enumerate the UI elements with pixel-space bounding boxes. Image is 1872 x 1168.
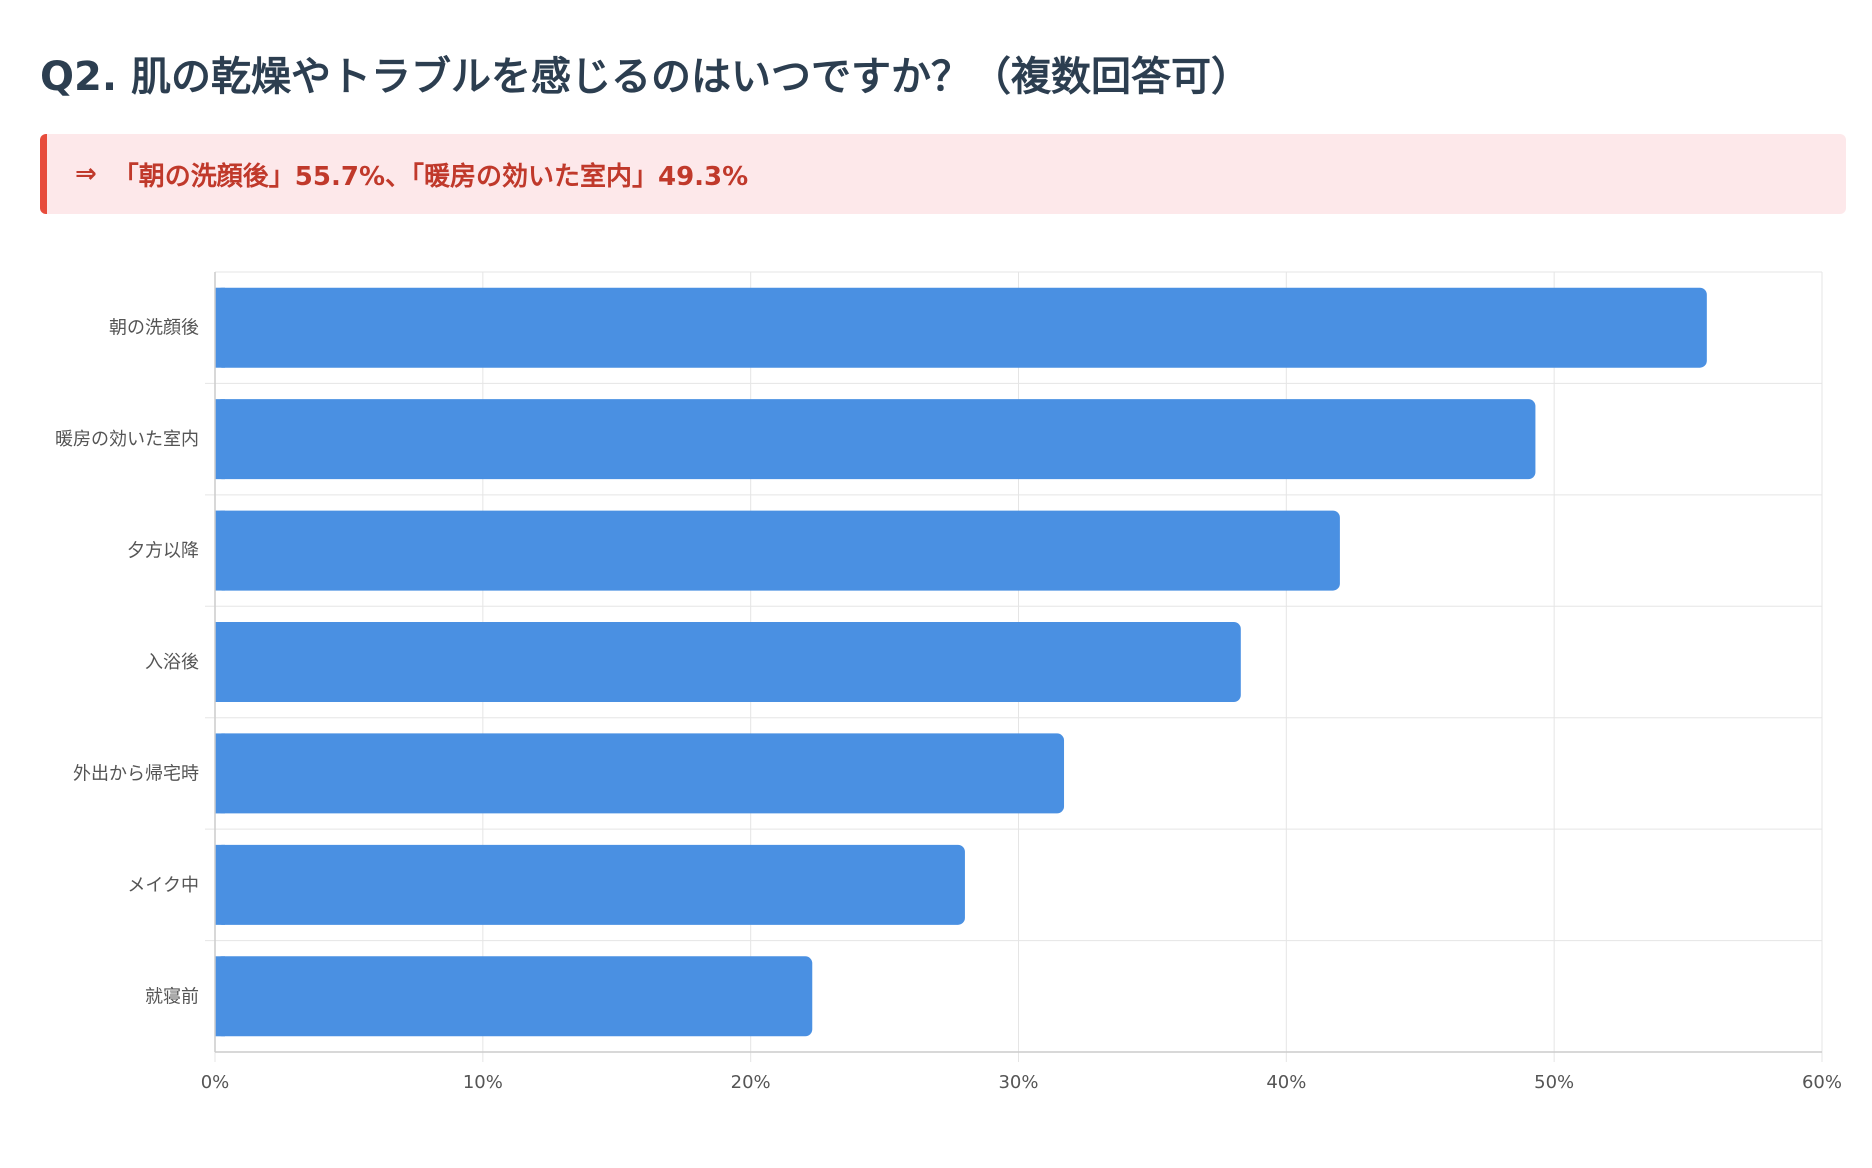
- category-label: 朝の洗顔後: [109, 318, 199, 339]
- axis-layer: 0% 10% 20% 30% 40% 50% 60% 朝の洗顔後暖房の効いた室内夕方以降入浴後…: [55, 272, 1842, 1093]
- bar: [215, 287, 1707, 368]
- x-tick-label: 20%: [731, 1072, 771, 1093]
- category-label: メイク中: [127, 875, 199, 896]
- bar-base: [215, 510, 225, 591]
- highlight-callout: ⇒ 「朝の洗顔後」55.7%、「暖房の効いた室内」49.3%: [40, 134, 1846, 214]
- callout-text: 「朝の洗顔後」55.7%、「暖房の効いた室内」49.3%: [112, 161, 749, 192]
- bar-base: [215, 287, 225, 368]
- x-tick-label: 0%: [201, 1072, 230, 1093]
- bar-base: [215, 399, 225, 480]
- bar: [215, 733, 1065, 814]
- arrow-icon: ⇒: [75, 159, 97, 189]
- bar-base: [215, 733, 225, 814]
- x-tick-label: 30%: [998, 1072, 1038, 1093]
- bar-base: [215, 956, 225, 1037]
- category-label: 入浴後: [145, 652, 199, 673]
- category-label: 就寝前: [145, 986, 199, 1007]
- bar-layer: [215, 287, 1707, 1037]
- bar-base: [215, 622, 225, 702]
- x-tick-label: 10%: [463, 1072, 503, 1093]
- bar: [215, 399, 1536, 480]
- x-tick-label: 40%: [1266, 1072, 1306, 1093]
- category-label: 夕方以降: [127, 541, 199, 562]
- bar: [215, 622, 1241, 702]
- page-title: Q2. 肌の乾燥やトラブルを感じるのはいつですか？（複数回答可）: [40, 54, 1251, 100]
- x-tick-label: 60%: [1802, 1072, 1842, 1093]
- bar-base: [215, 844, 225, 925]
- bar: [215, 510, 1340, 591]
- bar: [215, 844, 965, 925]
- bar: [215, 956, 813, 1037]
- category-label: 外出から帰宅時: [73, 763, 199, 784]
- category-label: 暖房の効いた室内: [55, 429, 199, 450]
- x-tick-label: 50%: [1534, 1072, 1574, 1093]
